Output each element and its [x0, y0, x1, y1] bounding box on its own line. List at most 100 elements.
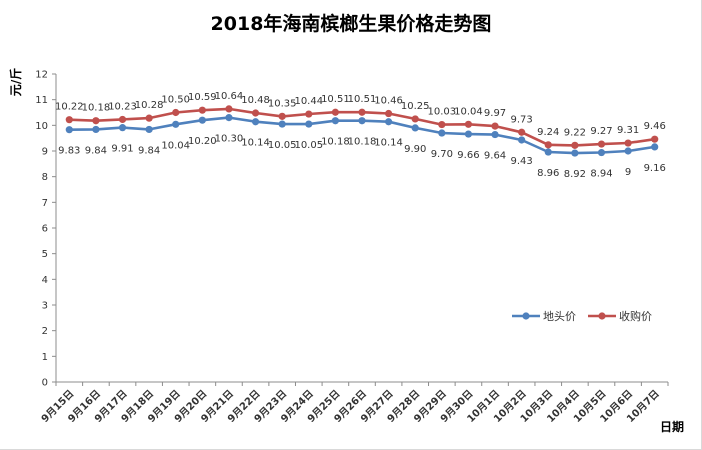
data-label: 10.46: [374, 96, 403, 107]
data-point: [518, 128, 526, 136]
data-label: 9.90: [404, 144, 426, 155]
data-point: [305, 110, 313, 118]
data-label: 9.16: [644, 163, 666, 174]
data-label: 9.70: [431, 149, 453, 160]
data-label: 9.43: [511, 156, 533, 167]
data-point: [145, 114, 153, 122]
data-point: [544, 148, 552, 156]
data-label: 10.28: [135, 100, 164, 111]
data-point: [651, 143, 659, 151]
y-tick-label: 6: [42, 224, 48, 235]
data-point: [651, 135, 659, 143]
y-tick-label: 5: [42, 249, 48, 260]
data-point: [491, 122, 499, 130]
data-point: [385, 109, 393, 118]
data-label: 9.46: [644, 121, 666, 132]
data-label: 10.51: [321, 94, 350, 105]
data-point: [278, 120, 286, 128]
data-label: 10.59: [188, 92, 217, 103]
y-axis-title: 元/斤: [8, 68, 23, 96]
data-label: 9.27: [590, 126, 612, 137]
legend-label-1: 收购价: [619, 309, 652, 323]
data-label: 9: [625, 167, 631, 178]
data-point: [172, 120, 180, 128]
y-tick-label: 3: [42, 301, 48, 312]
y-tick-label: 0: [42, 378, 48, 389]
data-point: [624, 139, 632, 147]
data-label: 8.96: [537, 168, 559, 179]
legend-marker-1: [598, 312, 606, 320]
data-point: [118, 124, 127, 132]
y-tick-label: 9: [42, 147, 48, 158]
data-point: [65, 126, 73, 134]
data-label: 9.31: [617, 125, 639, 136]
data-label: 10.30: [215, 134, 244, 145]
x-axis-title: 日期: [660, 419, 684, 434]
data-point: [92, 117, 100, 125]
data-label: 9.97: [484, 108, 506, 119]
data-point: [491, 130, 499, 139]
data-point: [411, 115, 419, 123]
data-point: [571, 141, 579, 149]
y-tick-label: 11: [35, 95, 48, 106]
data-label: 10.51: [348, 94, 377, 105]
data-label: 8.94: [590, 169, 612, 180]
data-point: [251, 118, 260, 126]
data-point: [358, 108, 366, 116]
data-label: 10.50: [161, 95, 190, 106]
data-label: 10.14: [374, 138, 403, 149]
data-label: 10.18: [321, 137, 350, 148]
data-point: [118, 115, 127, 124]
data-label: 9.83: [58, 146, 80, 157]
data-point: [278, 112, 286, 120]
data-point: [438, 120, 446, 129]
legend-label-0: 地头价: [543, 310, 576, 323]
data-point: [65, 116, 73, 124]
data-label: 10.22: [55, 102, 84, 113]
data-label: 9.73: [511, 114, 533, 125]
data-point: [624, 147, 632, 155]
y-tick-label: 10: [35, 121, 48, 132]
data-point: [225, 105, 233, 113]
data-label: 10.04: [454, 106, 483, 117]
y-tick-label: 8: [42, 172, 48, 183]
data-point: [92, 125, 100, 134]
data-point: [597, 140, 606, 148]
data-point: [518, 136, 526, 144]
data-label: 10.35: [268, 98, 297, 109]
data-point: [464, 130, 473, 138]
data-point: [464, 120, 473, 128]
y-tick-label: 4: [42, 275, 48, 286]
data-point: [251, 109, 260, 117]
data-point: [597, 148, 606, 157]
data-label: 9.84: [138, 145, 160, 156]
data-label: 10.04: [161, 140, 190, 151]
data-label: 10.05: [294, 140, 323, 151]
data-label: 10.25: [401, 101, 430, 112]
chart-title: 2018年海南槟榔生果价格走势图: [211, 12, 492, 35]
y-tick-label: 12: [35, 70, 48, 81]
data-label: 9.66: [457, 150, 479, 161]
data-point: [172, 108, 180, 117]
data-point: [198, 116, 206, 124]
data-point: [305, 120, 313, 128]
data-label: 10.44: [294, 96, 323, 107]
y-tick-label: 7: [42, 198, 48, 209]
data-label: 10.20: [188, 136, 217, 147]
data-label: 9.91: [111, 144, 133, 155]
data-point: [571, 149, 579, 157]
y-tick-label: 1: [42, 352, 48, 363]
data-point: [385, 118, 393, 126]
data-label: 9.84: [85, 145, 107, 156]
data-label: 10.18: [348, 137, 377, 148]
data-point: [331, 117, 339, 125]
data-point: [225, 114, 233, 122]
data-point: [438, 129, 446, 137]
data-label: 9.64: [484, 151, 506, 162]
data-point: [411, 124, 419, 132]
legend-marker-0: [522, 312, 530, 320]
data-label: 10.03: [428, 107, 457, 118]
data-label: 10.14: [241, 138, 270, 149]
